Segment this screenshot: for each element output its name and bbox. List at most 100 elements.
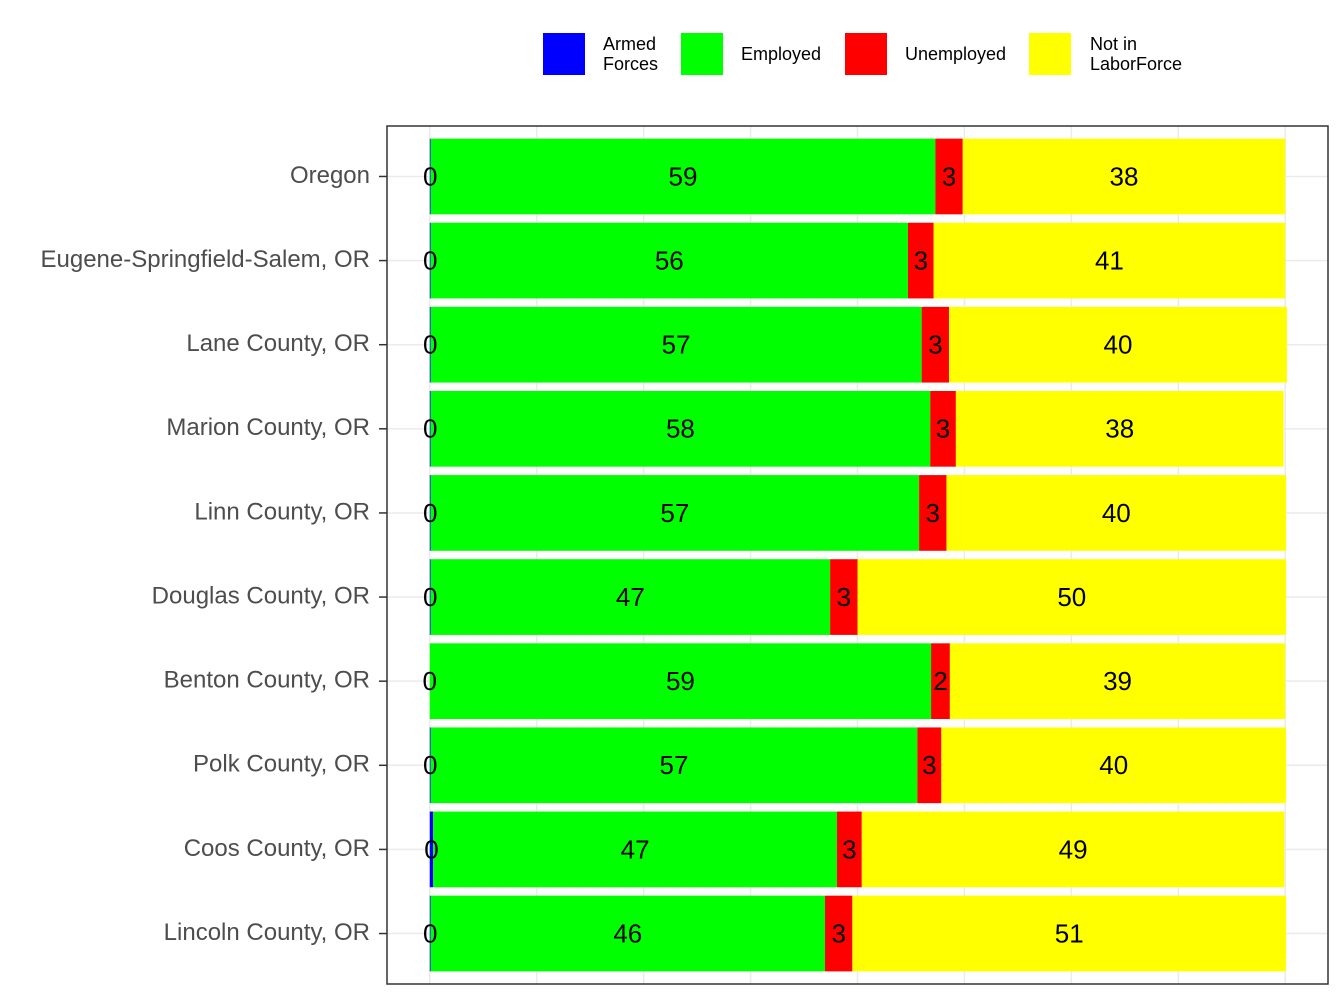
y-tick-label: Marion County, OR	[166, 414, 370, 441]
bar-segment	[949, 643, 1286, 720]
legend-label: Unemployed	[905, 44, 1007, 64]
bar-segment	[919, 475, 947, 551]
bar-segment	[852, 895, 1287, 972]
data-label: 41	[1095, 245, 1124, 275]
bar-segment	[931, 643, 950, 720]
y-tick-label: Benton County, OR	[164, 667, 370, 694]
data-label: 51	[1055, 918, 1084, 948]
data-label: 0	[423, 498, 437, 528]
bar-segment	[935, 138, 963, 215]
bar-segment	[921, 306, 950, 383]
bar-segment	[430, 390, 931, 467]
bar-segment	[429, 643, 932, 720]
bar-segment	[430, 306, 922, 383]
data-label: 3	[926, 498, 940, 528]
data-label: 3	[842, 834, 856, 864]
data-label: 38	[1110, 161, 1139, 191]
panel-border	[386, 125, 1329, 985]
y-tick-label: Oregon	[290, 162, 370, 189]
bar-segment	[962, 138, 1286, 215]
bar-segment	[836, 811, 862, 888]
bar-segment	[429, 475, 431, 551]
bar-segment	[430, 559, 831, 635]
data-label: 0	[423, 245, 437, 275]
bar-segment	[933, 222, 1286, 299]
data-label: 39	[1103, 666, 1132, 696]
data-label: 3	[837, 582, 851, 612]
data-label: 38	[1105, 414, 1134, 444]
bar-segment	[824, 895, 853, 972]
legend-label: Not in LaborForce	[1090, 34, 1183, 74]
data-label: 56	[655, 245, 684, 275]
data-label: 57	[662, 330, 691, 360]
y-tick-label: Linn County, OR	[194, 498, 370, 525]
bar-segment	[430, 475, 920, 551]
bar-segment	[430, 727, 918, 804]
bar-segment	[429, 390, 431, 467]
data-label: 0	[423, 582, 437, 612]
bar-segment	[433, 811, 837, 888]
bar-segment	[941, 727, 1287, 804]
bar-segment	[430, 222, 908, 299]
bar-segment	[430, 895, 825, 972]
bar-segment	[429, 811, 434, 888]
data-label: 50	[1057, 582, 1086, 612]
data-label: 40	[1102, 498, 1131, 528]
bar-segment	[430, 138, 936, 215]
data-label: 58	[666, 414, 695, 444]
bar-segment	[429, 222, 431, 299]
data-label: 59	[666, 666, 695, 696]
bar-segment	[830, 559, 858, 635]
data-label: 40	[1099, 750, 1128, 780]
bar-segment	[857, 559, 1287, 635]
data-label: 0	[423, 918, 437, 948]
y-tick-label: Eugene-Springfield-Salem, OR	[41, 246, 371, 273]
bar-segment	[955, 390, 1284, 467]
bar-segment	[429, 559, 431, 635]
data-label: 40	[1104, 330, 1133, 360]
data-label: 47	[621, 834, 650, 864]
data-label: 47	[616, 582, 645, 612]
bar-segment	[429, 306, 431, 383]
data-label: 0	[423, 330, 437, 360]
bar-segment	[930, 390, 956, 467]
data-label: 0	[424, 834, 438, 864]
data-label: 3	[942, 161, 956, 191]
data-label: 49	[1059, 834, 1088, 864]
y-tick-label: Douglas County, OR	[152, 582, 370, 609]
data-label: 3	[936, 414, 950, 444]
data-label: 57	[660, 750, 689, 780]
data-label: 0	[423, 414, 437, 444]
bar-segment	[861, 811, 1285, 888]
bar-segment	[429, 727, 431, 804]
bar-segment	[429, 138, 431, 215]
legend-label: Armed Forces	[603, 34, 659, 74]
legend-key	[543, 33, 585, 75]
y-tick-label: Coos County, OR	[184, 835, 370, 862]
data-label: 2	[933, 666, 947, 696]
legend-key	[1029, 33, 1071, 75]
y-tick-label: Polk County, OR	[193, 751, 370, 778]
data-label: 57	[660, 498, 689, 528]
data-label: 3	[831, 918, 845, 948]
legend-label: Employed	[741, 44, 822, 64]
data-label: 0	[423, 161, 437, 191]
data-label: 3	[922, 750, 936, 780]
data-label: 59	[669, 161, 698, 191]
legend-key	[845, 33, 887, 75]
data-label: 0	[423, 750, 437, 780]
bar-segment	[946, 475, 1287, 551]
data-label: 3	[914, 245, 928, 275]
bar-segment	[949, 306, 1287, 383]
y-tick-label: Lane County, OR	[186, 330, 370, 357]
data-label: 0	[423, 666, 437, 696]
y-tick-label: Lincoln County, OR	[164, 919, 370, 946]
bar-segment	[907, 222, 934, 299]
bar-segment	[429, 895, 431, 972]
data-label: 46	[613, 918, 642, 948]
bar-segment	[917, 727, 942, 804]
legend-key	[681, 33, 723, 75]
data-label: 3	[928, 330, 942, 360]
